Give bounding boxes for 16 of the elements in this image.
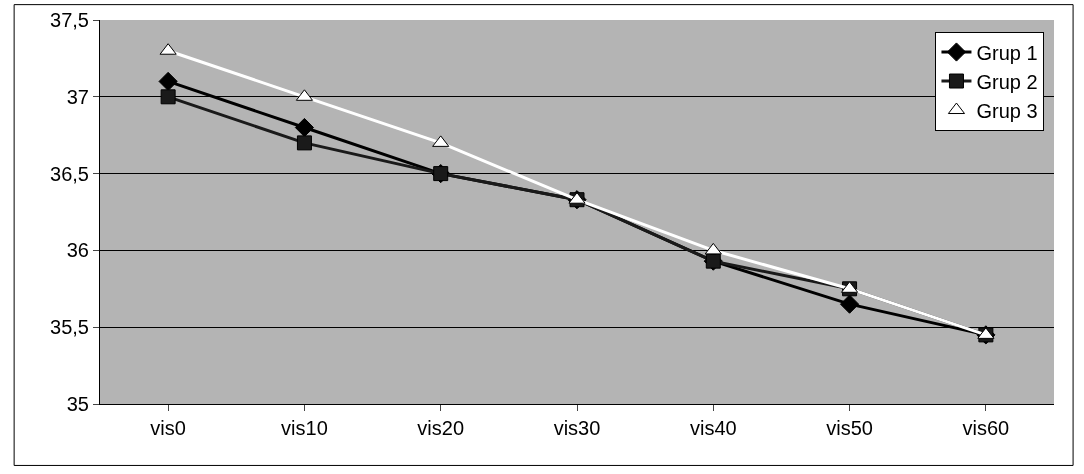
y-tick-label: 35 xyxy=(66,393,89,415)
y-tick-label: 37 xyxy=(66,85,89,108)
y-tick-label: 36 xyxy=(66,239,89,262)
x-tick-label: vis0 xyxy=(150,417,186,439)
legend-label: Grup 2 xyxy=(976,70,1038,93)
y-tick-label: 36,5 xyxy=(50,162,89,185)
x-tick-label: vis50 xyxy=(826,417,873,439)
x-tick-label: vis10 xyxy=(281,417,328,439)
legend-label: Grup 1 xyxy=(976,41,1038,64)
x-tick-label: vis20 xyxy=(417,417,465,439)
x-tick-label: vis30 xyxy=(553,417,601,439)
legend-label: Grup 3 xyxy=(976,99,1038,122)
y-tick-label: 37,5 xyxy=(50,9,89,31)
y-tick-label: 35,5 xyxy=(50,316,89,339)
x-tick-label: vis40 xyxy=(689,417,737,439)
x-tick-label: vis60 xyxy=(962,417,1010,439)
